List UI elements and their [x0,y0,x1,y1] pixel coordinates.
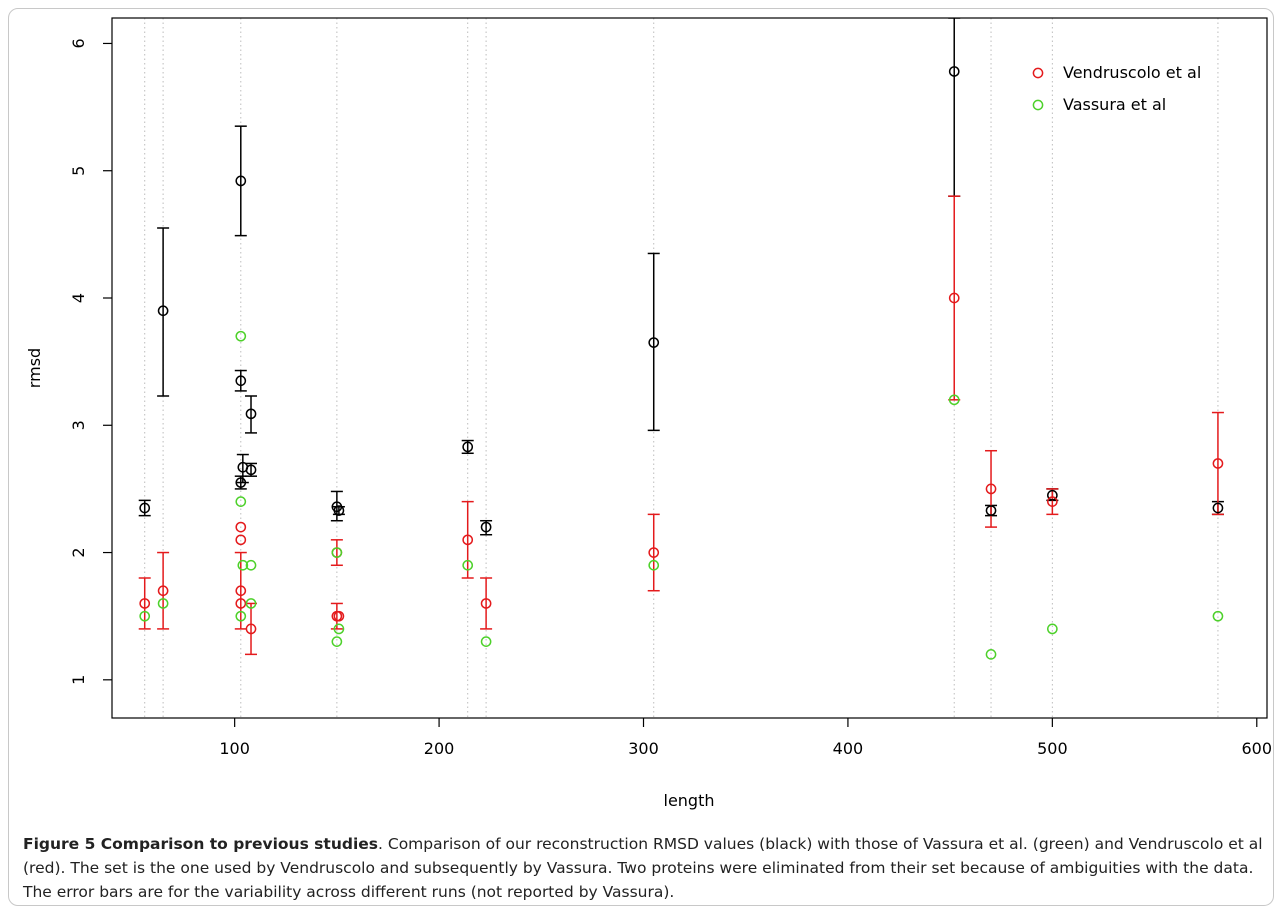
data-point-series-2 [648,559,660,571]
data-point-series-0 [235,175,247,187]
data-point-series-2 [480,636,492,647]
data-point-series-2 [157,598,169,609]
data-points [139,66,1224,660]
data-point-series-0 [480,521,492,533]
legend-label: Vassura et al [1063,95,1166,114]
data-point-series-2 [235,330,247,342]
data-point-series-2 [235,496,247,507]
x-tick-label: 600 [1242,739,1273,758]
data-point-series-0 [462,441,474,453]
data-point-series-0 [139,502,151,514]
data-point-series-0 [157,305,169,317]
error-bars [138,18,1224,656]
data-point-series-1 [1047,496,1058,507]
x-tick-label: 200 [424,739,455,758]
data-point-series-0 [985,505,997,516]
x-tick-label: 400 [833,739,864,758]
data-point-series-1 [648,547,660,558]
data-point-series-2 [235,610,247,622]
caption-label: Figure 5 Comparison to previous studies [23,835,379,853]
data-point-series-2 [1212,610,1224,622]
data-point-series-2 [331,547,343,558]
x-tick-label: 100 [219,739,250,758]
y-tick-label: 5 [69,166,88,176]
data-point-series-0 [235,477,247,488]
data-point-series-1 [235,521,247,533]
legend-marker [1032,99,1044,111]
grid-lines [144,18,1219,718]
data-point-series-0 [245,408,257,420]
data-point-series-1 [139,598,151,609]
figure-caption: Figure 5 Comparison to previous studies.… [23,832,1263,904]
y-tick-label: 2 [69,547,88,557]
data-point-series-0 [1212,502,1224,514]
legend: Vendruscolo et al Vassura et al [1032,63,1201,114]
data-point-series-0 [648,337,660,348]
data-point-series-2 [139,610,151,622]
data-point-series-0 [235,375,247,387]
data-point-series-1 [235,585,247,597]
data-point-series-2 [333,623,345,635]
plot-border [111,17,1268,719]
y-tick-label: 6 [69,38,88,48]
y-tick-label: 3 [69,420,88,430]
data-point-series-2 [985,649,997,660]
data-point-series-1 [985,483,997,495]
y-tick-label: 4 [69,293,88,303]
legend-marker [1032,67,1044,79]
scatter-plot: 100 200 300 400 500 600 1 2 3 4 5 6 length rmsd Ven… [25,17,1272,810]
data-point-series-2 [948,394,960,406]
data-point-series-2 [245,559,257,571]
data-point-series-2 [245,598,257,609]
axes: 100 200 300 400 500 600 1 2 3 4 5 6 [69,38,1272,758]
data-point-series-2 [331,636,343,647]
x-tick-label: 500 [1037,739,1068,758]
data-point-series-1 [948,292,960,304]
data-point-series-1 [235,534,247,546]
x-tick-label: 300 [628,739,659,758]
x-axis-label: length [664,791,715,810]
caption-text: . Comparison of our reconstruction RMSD … [23,835,1263,901]
y-axis-label: rmsd [25,348,44,388]
legend-label: Vendruscolo et al [1063,63,1201,82]
data-point-series-1 [1212,458,1224,469]
data-point-series-1 [245,623,257,635]
data-point-series-1 [480,598,492,609]
data-point-series-1 [157,585,169,597]
data-point-series-0 [1047,489,1058,501]
data-point-series-0 [333,505,345,516]
y-tick-label: 1 [69,675,88,685]
data-point-series-1 [333,610,345,622]
data-point-series-2 [462,559,474,571]
data-point-series-1 [235,598,247,609]
figure-frame [8,8,1274,906]
data-point-series-2 [237,559,249,571]
data-point-series-0 [245,464,257,476]
data-point-series-0 [948,66,960,77]
data-point-series-2 [1047,623,1058,635]
data-point-series-1 [462,534,474,546]
